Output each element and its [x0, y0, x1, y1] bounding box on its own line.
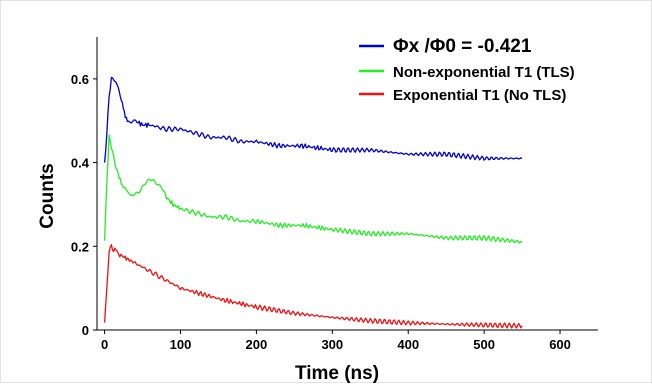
x-tick-label: 300: [321, 337, 343, 352]
x-tick-label: 0: [101, 337, 108, 352]
legend: Φx /Φ0 = -0.421 Non-exponential T1 (TLS) E…: [359, 36, 575, 104]
legend-label: Non-exponential T1 (TLS): [393, 64, 575, 81]
x-tick-label: 100: [170, 337, 192, 352]
series-line: [103, 76, 523, 163]
series-line: [103, 134, 523, 244]
y-tick-label: 0.4: [71, 156, 90, 171]
x-tick-label: 600: [549, 337, 571, 352]
x-tick-label: 500: [473, 337, 495, 352]
x-axis-title: Time (ns): [295, 363, 379, 384]
x-tick-label: 200: [246, 337, 268, 352]
series-layer: [103, 76, 523, 329]
y-tick-label: 0.6: [71, 72, 89, 87]
y-tick-label: 0.2: [71, 239, 89, 254]
x-tick-label: 400: [397, 337, 419, 352]
ticks: 0 100 200 300 400 500 600 0 0.2 0.4 0.6: [71, 72, 571, 352]
legend-label: Φx /Φ0 = -0.421: [393, 36, 532, 57]
y-tick-label: 0: [82, 323, 89, 338]
series-line: [103, 244, 523, 329]
y-axis-title: Counts: [37, 163, 58, 228]
legend-label: Exponential T1 (No TLS): [393, 87, 566, 104]
